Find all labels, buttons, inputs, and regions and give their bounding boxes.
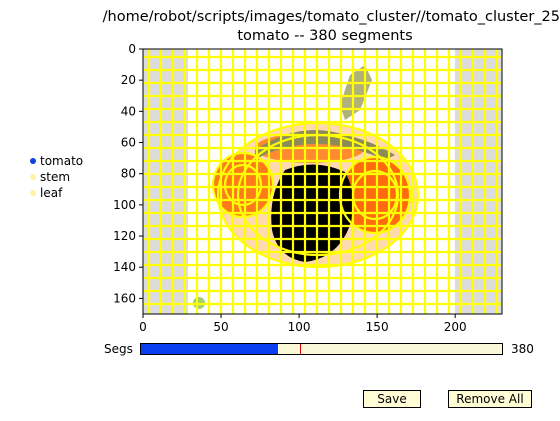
boundary-contour <box>351 169 399 221</box>
segs-slider-value: 380 <box>511 342 534 356</box>
y-tick-label: 160 <box>113 291 136 305</box>
x-tick-label: 200 <box>444 320 467 334</box>
save-button[interactable]: Save <box>363 390 421 408</box>
remove-all-button[interactable]: Remove All <box>448 390 532 408</box>
legend-label-tomato: tomato <box>40 154 84 168</box>
legend-item-leaf[interactable]: leaf <box>30 185 83 201</box>
figure-title-line-1: /home/robot/scripts/images/tomato_cluste… <box>102 9 560 25</box>
leaf-marker <box>30 190 36 196</box>
y-tick-label: 20 <box>121 73 136 87</box>
y-tick-label: 40 <box>121 104 136 118</box>
plot-frame <box>142 48 503 315</box>
axes: 0 50 100 150 200 0 20 40 60 80 100 120 140 160 <box>113 42 467 334</box>
x-tick-label: 100 <box>288 320 311 334</box>
legend-label-stem: stem <box>40 170 71 184</box>
boundary-contour <box>216 121 420 269</box>
boundary-contour <box>223 163 263 207</box>
x-tick-label: 150 <box>366 320 389 334</box>
legend-item-tomato[interactable]: tomato <box>30 153 83 169</box>
x-tick-label: 50 <box>213 320 228 334</box>
segs-slider-label: Segs <box>104 342 133 356</box>
figure-title-line-2: tomato -- 380 segments <box>237 28 413 44</box>
segs-slider[interactable] <box>140 343 503 355</box>
segs-slider-fill <box>141 344 279 354</box>
y-tick-label: 80 <box>121 167 136 181</box>
tomato-marker <box>30 158 36 164</box>
legend-item-stem[interactable]: stem <box>30 169 83 185</box>
y-tick-label: 60 <box>121 136 136 150</box>
y-tick-label: 120 <box>113 229 136 243</box>
y-tick-label: 140 <box>113 260 136 274</box>
boundary-contour <box>338 155 412 235</box>
x-tick-label: 0 <box>139 320 147 334</box>
segment-boundaries <box>143 49 502 314</box>
legend: tomato stem leaf <box>30 153 83 201</box>
y-tick-label: 0 <box>128 42 136 56</box>
right-gray-band <box>455 49 502 314</box>
segs-slider-initial-marker <box>299 344 301 354</box>
left-gray-band <box>143 49 188 314</box>
legend-label-leaf: leaf <box>40 186 63 200</box>
stem-marker <box>30 174 36 180</box>
y-tick-label: 100 <box>113 198 136 212</box>
